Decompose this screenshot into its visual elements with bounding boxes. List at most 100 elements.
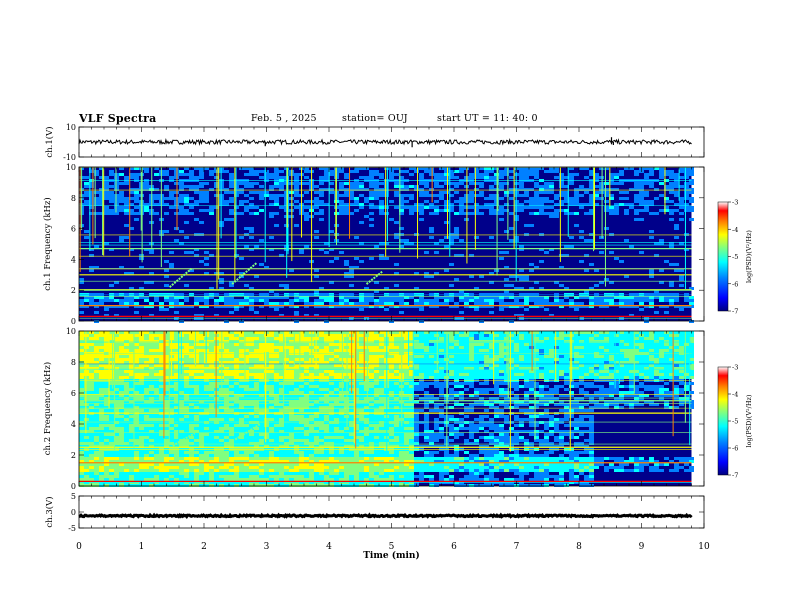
spectrogram-cell bbox=[254, 355, 259, 358]
spectrogram-cell bbox=[404, 170, 409, 173]
spectrogram-cell bbox=[84, 421, 89, 424]
spectrogram-cell bbox=[129, 370, 134, 373]
spectrogram-cell bbox=[244, 382, 249, 385]
spectrogram-cell bbox=[429, 299, 434, 302]
spectrogram-cell bbox=[139, 382, 144, 385]
spectrogram-cell bbox=[149, 302, 154, 305]
spectrogram-cell bbox=[449, 176, 454, 179]
spectrogram-cell bbox=[79, 302, 84, 305]
spectrogram-cell bbox=[259, 355, 264, 358]
spectrogram-cell bbox=[684, 206, 689, 209]
spectrogram-cell bbox=[609, 212, 614, 215]
spectrogram-cell bbox=[229, 218, 234, 221]
spectrogram-cell bbox=[284, 284, 289, 287]
spectrogram-cell bbox=[184, 305, 189, 308]
spectrogram-cell bbox=[469, 197, 474, 200]
spectrogram-cell bbox=[149, 370, 154, 373]
spectrogram-cell bbox=[194, 451, 199, 454]
spectrogram-cell bbox=[649, 185, 654, 188]
spectrogram-cell bbox=[234, 388, 239, 391]
spectrogram-cell bbox=[459, 182, 464, 185]
spectrogram-cell bbox=[524, 200, 529, 203]
spectrogram-cell bbox=[219, 463, 224, 466]
spectrogram-cell bbox=[119, 484, 124, 487]
spectrogram-cell bbox=[369, 212, 374, 215]
spectrogram-cell bbox=[419, 191, 424, 194]
spectrogram-cell bbox=[229, 346, 234, 349]
spectrogram-cell bbox=[204, 251, 209, 254]
spectrogram-cell bbox=[154, 424, 159, 427]
spectrogram-cell bbox=[359, 185, 364, 188]
spectrogram-cell bbox=[134, 200, 139, 203]
spectrogram-cell bbox=[399, 305, 404, 308]
spectrogram-cell bbox=[544, 206, 549, 209]
spectrogram-cell bbox=[369, 257, 374, 260]
spectrogram-cell bbox=[404, 242, 409, 245]
spectrogram-cell bbox=[224, 346, 229, 349]
spectrogram-cell bbox=[129, 373, 134, 376]
spectrogram-cell bbox=[159, 436, 164, 439]
spectrogram-cell bbox=[109, 466, 114, 469]
spectrogram-cell bbox=[194, 364, 199, 367]
spectrogram-cell bbox=[159, 472, 164, 475]
spectrogram-cell bbox=[229, 311, 234, 314]
spectrogram-cell bbox=[174, 445, 179, 448]
spectrogram-cell bbox=[144, 346, 149, 349]
spectrogram-cell bbox=[229, 391, 234, 394]
spectrogram-cell bbox=[104, 460, 109, 463]
spectrogram-cell bbox=[274, 203, 279, 206]
spectrogram-cell bbox=[189, 355, 194, 358]
spectrogram-cell bbox=[324, 176, 329, 179]
spectrogram-cell bbox=[444, 245, 449, 248]
spectrogram-cell bbox=[524, 299, 529, 302]
spectrogram-cell bbox=[154, 376, 159, 379]
spectrogram-cell bbox=[219, 418, 224, 421]
spectrogram-cell bbox=[269, 472, 274, 475]
spectrogram-cell bbox=[144, 248, 149, 251]
spectrogram-cell bbox=[189, 197, 194, 200]
spectrogram-cell bbox=[194, 343, 199, 346]
spectrogram-cell bbox=[364, 197, 369, 200]
spectrogram-cell bbox=[129, 337, 134, 340]
spectrogram-cell bbox=[259, 400, 264, 403]
spectrogram-cell bbox=[209, 188, 214, 191]
spectrogram-cell bbox=[159, 457, 164, 460]
spectrogram-cell bbox=[94, 454, 99, 457]
spectrogram-cell bbox=[94, 373, 99, 376]
spectrogram-cell bbox=[394, 185, 399, 188]
spectrogram-cell bbox=[94, 370, 99, 373]
spectrogram-cell bbox=[584, 203, 589, 206]
spectrogram-cell bbox=[634, 194, 639, 197]
spectrogram-cell bbox=[679, 185, 684, 188]
spectrogram-cell bbox=[294, 403, 299, 406]
spectrogram-cell bbox=[229, 388, 234, 391]
spectrogram-cell bbox=[224, 436, 229, 439]
spectrogram-cell bbox=[539, 209, 544, 212]
spectrogram-cell bbox=[474, 203, 479, 206]
spectrogram-cell bbox=[299, 442, 304, 445]
spectrogram-cell bbox=[399, 188, 404, 191]
spectrogram-cell bbox=[94, 334, 99, 337]
spectrogram-cell bbox=[139, 463, 144, 466]
spectrogram-cell bbox=[109, 475, 114, 478]
spectrogram-cell bbox=[294, 296, 299, 299]
spectrogram-cell bbox=[164, 269, 169, 272]
spectrogram-cell bbox=[89, 403, 94, 406]
spectrogram-cell bbox=[279, 188, 284, 191]
spectrogram-cell bbox=[594, 173, 599, 176]
spectrogram-cell bbox=[389, 218, 394, 221]
spectrogram-cell bbox=[154, 337, 159, 340]
spectrogram-cell bbox=[304, 442, 309, 445]
spectrogram-cell bbox=[229, 176, 234, 179]
spectrogram-cell bbox=[164, 445, 169, 448]
spectrogram-cell bbox=[679, 170, 684, 173]
spectrogram-cell bbox=[134, 442, 139, 445]
spectrogram-cell bbox=[469, 173, 474, 176]
spectrogram-cell bbox=[249, 167, 254, 170]
spectrogram-cell bbox=[219, 391, 224, 394]
spectrogram-cell bbox=[294, 185, 299, 188]
spectrogram-cell bbox=[299, 418, 304, 421]
spectrogram-cell bbox=[369, 194, 374, 197]
spectrogram-cell bbox=[559, 200, 564, 203]
spectrogram-cell bbox=[129, 424, 134, 427]
